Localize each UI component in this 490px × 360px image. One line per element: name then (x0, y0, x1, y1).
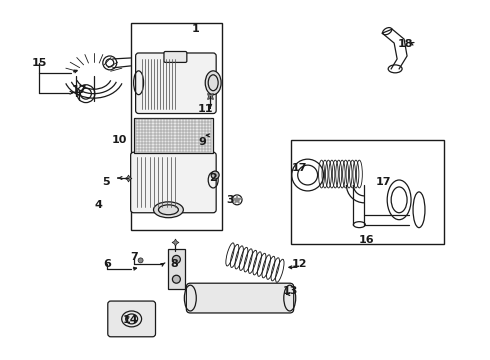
Circle shape (172, 275, 180, 283)
Ellipse shape (205, 71, 221, 95)
Text: 17: 17 (292, 163, 307, 173)
Text: 16: 16 (359, 234, 374, 244)
Bar (131, 23, 222, 230)
Circle shape (138, 258, 143, 263)
FancyBboxPatch shape (131, 152, 216, 213)
Text: 1: 1 (192, 24, 199, 34)
Text: 17: 17 (71, 85, 87, 95)
Text: 14: 14 (123, 315, 139, 325)
Text: 4: 4 (95, 200, 103, 210)
Bar (291, 140, 444, 244)
Text: 8: 8 (171, 259, 178, 269)
Text: 10: 10 (112, 135, 127, 145)
Text: 11: 11 (197, 104, 213, 113)
Polygon shape (169, 249, 185, 289)
Text: 9: 9 (198, 137, 206, 147)
Text: 17: 17 (375, 177, 391, 187)
FancyBboxPatch shape (186, 283, 294, 313)
Text: 18: 18 (397, 39, 413, 49)
Text: 5: 5 (102, 177, 110, 187)
Bar (134, 118, 213, 153)
Circle shape (172, 255, 180, 264)
Text: 6: 6 (103, 259, 111, 269)
Ellipse shape (153, 202, 183, 218)
Text: 2: 2 (209, 173, 217, 183)
Text: 3: 3 (226, 195, 234, 205)
FancyBboxPatch shape (108, 301, 155, 337)
Text: 7: 7 (130, 252, 138, 262)
FancyBboxPatch shape (136, 53, 216, 113)
Text: 12: 12 (292, 259, 307, 269)
Circle shape (211, 171, 219, 179)
FancyBboxPatch shape (164, 51, 187, 62)
Text: 13: 13 (283, 286, 298, 296)
Text: 15: 15 (31, 58, 47, 68)
